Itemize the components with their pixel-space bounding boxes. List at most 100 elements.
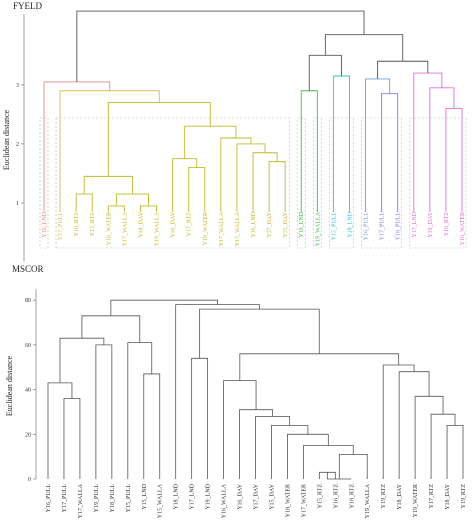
- top-merge-19: [365, 78, 391, 212]
- top-merge-18: [381, 93, 399, 212]
- bottom-y-tick-label: 80: [25, 298, 31, 304]
- top-leaf-label: Y16_WATER: [106, 212, 112, 245]
- bottom-leaf-label: Y19_WATER: [413, 484, 419, 517]
- bottom-dendrogram: [47, 299, 464, 480]
- bottom-leaf-label: Y19_PULL: [94, 484, 100, 513]
- top-cluster-box-2: [55, 117, 290, 249]
- bottom-merge-21: [398, 371, 430, 479]
- top-merge-7: [172, 158, 198, 212]
- bottom-leaf-label: Y15_DAY: [269, 483, 275, 509]
- bottom-leaf-label: Y16_RTZ: [333, 484, 339, 509]
- bottom-panel-title: MSCOR: [12, 264, 44, 274]
- bottom-merge-6: [127, 342, 153, 479]
- top-merge-22: [413, 72, 443, 212]
- bottom-leaf-label: Y18_DAY: [445, 483, 451, 509]
- bottom-leaf-label: Y17_DAY: [254, 483, 260, 509]
- top-cluster-box-7: [409, 117, 467, 249]
- bottom-leaf-label: Y16_PULL: [46, 484, 52, 513]
- bottom-merge-5: [143, 373, 161, 479]
- bottom-y-axis: 0 20 40 60 80: [25, 289, 37, 483]
- top-leaf-label: Y16_RTZ: [74, 212, 80, 237]
- bottom-leaf-label: Y16_WALLA: [222, 483, 228, 518]
- top-leaf-label: Y19_WALLA: [315, 211, 321, 246]
- top-leaf-label: Y16_PULL: [364, 212, 370, 241]
- bottom-merge-12: [302, 445, 354, 479]
- bottom-merge-25: [175, 304, 260, 479]
- bottom-leaf-label: Y15_RTZ: [317, 484, 323, 509]
- top-leaf-label: Y15_WALLA: [235, 211, 241, 246]
- top-leaf-label: Y18_DAY: [138, 211, 144, 237]
- bottom-merge-2: [47, 382, 73, 479]
- top-merge-21: [429, 87, 455, 212]
- bottom-merge-20: [414, 395, 444, 479]
- top-merge-4: [115, 193, 149, 206]
- top-leaf-labels: Y16_LND Y17_PULL Y16_RTZ Y15_RTZ Y16_WATER Y1…: [42, 211, 466, 246]
- bottom-y-tick-label: 60: [25, 343, 31, 349]
- bottom-leaf-label: Y18_RTZ: [349, 484, 355, 509]
- bottom-leaf-label: Y19_LND: [206, 483, 212, 509]
- bottom-merge-24: [199, 308, 320, 359]
- bottom-leaf-label: Y15_LND: [142, 483, 148, 509]
- top-leaf-label: Y16_WATER: [460, 212, 466, 245]
- top-merge-26: [76, 10, 365, 82]
- top-leaf-label: Y17_RTZ: [187, 212, 193, 237]
- bottom-leaf-label: Y18_LND: [174, 483, 180, 509]
- bottom-leaf-label: Y18_DAY: [397, 483, 403, 509]
- top-merge-20: [445, 108, 463, 212]
- top-leaf-label: Y15_PULL: [331, 212, 337, 241]
- top-leaf-label: Y18_LND: [347, 211, 353, 237]
- top-merge-25: [324, 34, 404, 62]
- top-merge-6: [188, 167, 206, 212]
- top-leaf-label: Y17_WALLA: [122, 211, 128, 246]
- top-leaf-label: Y18_PULL: [396, 212, 402, 241]
- bottom-merge-19: [430, 413, 456, 479]
- top-cluster-box-5: [329, 117, 354, 249]
- bottom-leaf-label: Y18_PULL: [110, 484, 116, 513]
- top-leaf-label: Y16_LND: [42, 211, 48, 237]
- top-leaf-label: Y18_WATER: [203, 212, 209, 245]
- bottom-leaf-label: Y15_WALLA: [158, 483, 164, 518]
- bottom-leaf-label: Y19_RTZ: [381, 484, 387, 509]
- bottom-leaf-label: Y17_LND: [190, 483, 196, 509]
- bottom-y-axis-title: Euclidean distance: [5, 355, 14, 416]
- bottom-merge-14: [271, 424, 309, 479]
- top-merge-8: [268, 161, 286, 212]
- bottom-merge-7: [81, 315, 141, 343]
- top-merge-23: [308, 54, 342, 91]
- top-leaf-label: Y19_WALLA: [155, 211, 161, 246]
- bottom-y-tick-label: 0: [28, 477, 31, 483]
- top-panel-title: FYELD: [13, 1, 43, 11]
- top-merge-9: [252, 152, 278, 212]
- top-merge-15: [43, 81, 111, 212]
- top-leaf-label: Y17_WALLA: [219, 211, 225, 246]
- top-leaf-label: Y17_LND: [412, 211, 418, 237]
- bottom-leaf-label: Y17_PULL: [62, 484, 68, 513]
- top-leaf-label: Y16_RTZ: [444, 212, 450, 237]
- top-merge-10: [236, 143, 266, 212]
- bottom-merge-8: [191, 357, 209, 479]
- bottom-leaf-label: Y15_PULL: [126, 484, 132, 513]
- top-y-axis-title: Euclidean distance: [2, 109, 11, 170]
- top-leaf-label: Y16_DAY: [171, 211, 177, 237]
- top-dendrogram: [43, 10, 463, 212]
- bottom-merge-3: [95, 344, 113, 479]
- bottom-y-tick-label: 20: [25, 432, 31, 438]
- top-leaf-label: Y17_PULL: [58, 212, 64, 241]
- top-leaf-label: Y16_LND: [299, 211, 305, 237]
- bottom-y-tick-label: 40: [25, 388, 31, 394]
- bottom-leaf-label: Y19_RTZ: [461, 484, 467, 509]
- bottom-leaf-label: Y17_WALLA: [78, 483, 84, 518]
- top-y-axis: 1 2 3: [16, 14, 25, 262]
- bottom-merge-18: [446, 424, 464, 479]
- bottom-merge-15: [255, 416, 291, 479]
- bottom-merge-10: [326, 472, 352, 480]
- bottom-merge-11: [338, 454, 368, 479]
- bottom-merge-9: [318, 471, 336, 479]
- top-y-tick-label: 3: [16, 83, 19, 89]
- top-leaf-label: Y17_PULL: [380, 212, 386, 241]
- top-merge-12: [184, 125, 237, 159]
- top-merge-17: [332, 75, 350, 212]
- bottom-leaf-label: Y17_WATER: [301, 484, 307, 517]
- top-y-tick-label: 1: [16, 201, 19, 207]
